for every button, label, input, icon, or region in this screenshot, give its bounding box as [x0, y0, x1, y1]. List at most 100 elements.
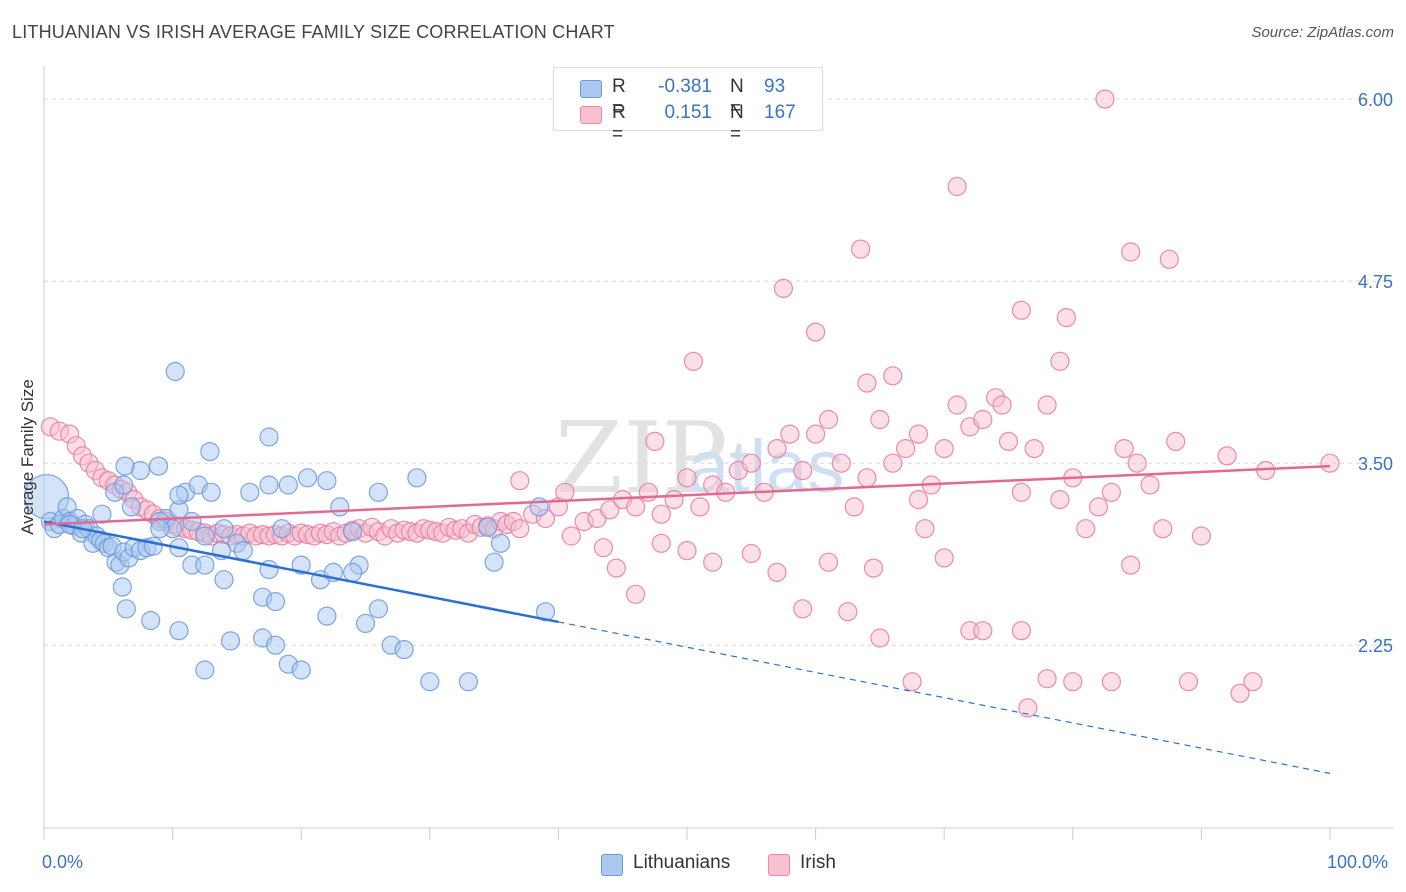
- data-point-irish: [703, 552, 723, 572]
- data-point-lithuanians: [278, 475, 298, 495]
- data-point-irish: [908, 490, 929, 510]
- data-point-lithuanians: [220, 631, 241, 651]
- data-point-lithuanians: [240, 482, 260, 502]
- data-point-irish: [1037, 669, 1057, 689]
- source-note: Source: ZipAtlas.com: [1251, 24, 1394, 41]
- data-point-lithuanians: [115, 456, 135, 476]
- data-point-lithuanians: [148, 456, 169, 476]
- x-tick-label-max: 100.0%: [1327, 852, 1389, 872]
- data-point-irish: [1018, 698, 1038, 718]
- data-point-irish: [561, 526, 581, 546]
- data-point-lithuanians: [330, 497, 350, 517]
- data-point-lithuanians: [114, 475, 134, 495]
- data-point-irish: [773, 278, 794, 298]
- y-tick-label: 3.50: [1358, 454, 1393, 474]
- legend-r-value: -0.381: [658, 76, 712, 97]
- data-point-irish: [1243, 672, 1263, 692]
- data-point-lithuanians: [317, 471, 337, 491]
- data-point-irish: [973, 621, 993, 641]
- data-point-irish: [1114, 439, 1134, 459]
- data-point-lithuanians: [265, 635, 286, 655]
- data-point-lithuanians: [112, 577, 133, 597]
- data-point-lithuanians: [169, 485, 189, 505]
- data-point-irish: [1063, 672, 1083, 692]
- data-point-irish: [805, 322, 826, 342]
- legend-n-label: N =: [730, 102, 744, 145]
- series-legend: Lithuanians Irish: [0, 852, 1406, 878]
- data-point-lithuanians: [92, 504, 112, 524]
- data-point-irish: [1217, 446, 1237, 466]
- legend-r-label: R =: [612, 102, 626, 145]
- data-point-irish: [883, 366, 903, 386]
- legend-r-value: 0.151: [664, 102, 712, 123]
- data-point-irish: [1011, 300, 1032, 320]
- data-point-lithuanians: [368, 599, 388, 619]
- data-point-irish: [831, 453, 851, 473]
- chart-title: LITHUANIAN VS IRISH AVERAGE FAMILY SIZE …: [12, 22, 615, 42]
- data-point-irish: [683, 351, 704, 371]
- data-point-lithuanians: [214, 519, 234, 539]
- data-point-irish: [1140, 475, 1160, 495]
- series-legend-label: Lithuanians: [633, 852, 731, 873]
- data-point-irish: [947, 395, 967, 415]
- data-point-irish: [870, 409, 890, 430]
- data-point-irish: [606, 558, 626, 578]
- y-tick-label: 6.00: [1358, 90, 1393, 110]
- data-point-irish: [625, 584, 646, 604]
- data-point-irish: [1095, 89, 1115, 109]
- data-point-irish: [863, 558, 884, 578]
- data-point-irish: [818, 409, 839, 430]
- series-legend-label: Irish: [800, 852, 836, 873]
- data-point-lithuanians: [195, 660, 215, 680]
- data-point-lithuanians: [182, 511, 202, 532]
- data-point-lithuanians: [169, 621, 189, 641]
- data-point-lithuanians: [141, 610, 161, 631]
- data-point-irish: [593, 538, 614, 558]
- data-point-lithuanians: [407, 468, 427, 488]
- data-point-irish: [883, 453, 903, 473]
- data-point-irish: [677, 540, 697, 561]
- data-point-irish: [638, 482, 659, 502]
- x-tick-label-min: 0.0%: [42, 852, 84, 872]
- data-point-lithuanians: [143, 536, 163, 556]
- data-point-irish: [1153, 519, 1173, 539]
- data-point-irish: [1159, 249, 1179, 269]
- legend-n-value: 167: [764, 102, 796, 123]
- data-point-lithuanians: [200, 442, 220, 462]
- data-point-irish: [1166, 431, 1186, 451]
- data-point-irish: [1050, 351, 1070, 371]
- data-point-lithuanians: [478, 517, 498, 537]
- legend-swatch-lithuanians: [580, 80, 602, 98]
- data-point-lithuanians: [394, 639, 414, 660]
- trend-line-irish: [43, 464, 1331, 526]
- legend-swatch-irish: [768, 854, 790, 876]
- data-point-irish: [651, 504, 671, 524]
- trend-line-lithuanians: [43, 520, 559, 624]
- data-point-irish: [664, 490, 684, 510]
- data-point-irish: [908, 424, 929, 444]
- y-axis-title: Average Family Size: [18, 379, 37, 535]
- data-point-irish: [555, 482, 575, 502]
- data-point-irish: [767, 562, 787, 583]
- data-point-irish: [857, 373, 877, 393]
- data-point-lithuanians: [484, 552, 504, 572]
- y-tick-label: 4.75: [1358, 272, 1393, 292]
- data-point-irish: [1127, 453, 1147, 473]
- data-point-irish: [741, 453, 761, 473]
- data-point-irish: [625, 497, 646, 517]
- data-point-irish: [850, 239, 871, 259]
- data-point-irish: [780, 424, 800, 444]
- data-point-irish: [1011, 482, 1032, 502]
- data-point-lithuanians: [355, 613, 376, 634]
- data-point-irish: [1050, 490, 1070, 510]
- data-point-irish: [915, 519, 935, 539]
- data-point-irish: [818, 552, 839, 572]
- data-point-lithuanians: [201, 482, 221, 502]
- data-point-lithuanians: [458, 672, 478, 692]
- data-point-irish: [1011, 621, 1032, 641]
- data-point-irish: [902, 672, 922, 692]
- data-point-irish: [741, 543, 761, 564]
- data-point-irish: [1088, 497, 1109, 517]
- data-point-lithuanians: [116, 599, 136, 619]
- data-point-irish: [510, 519, 530, 539]
